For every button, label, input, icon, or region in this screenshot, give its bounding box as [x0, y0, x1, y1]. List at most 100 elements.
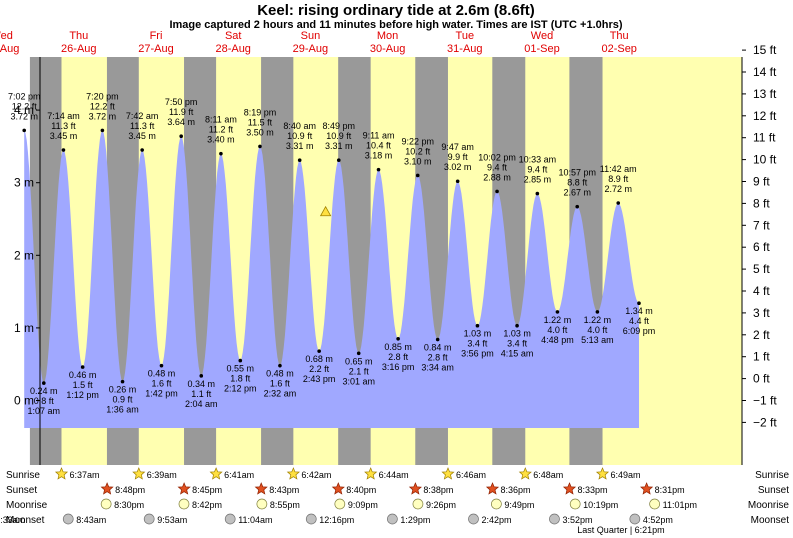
moonset-row-label-right: Moonset: [751, 515, 790, 526]
y-tick-label-ft: 15 ft: [753, 43, 777, 57]
day-name: Thu: [610, 30, 629, 42]
low-tide-label: 0.9 ft: [113, 395, 134, 405]
high-tide-label: 10.4 ft: [366, 141, 392, 151]
moonset-time: 2:42pm: [481, 515, 511, 525]
low-tide-label: 2:12 pm: [224, 384, 257, 394]
sunset-icon: [562, 482, 577, 495]
low-tide-label: 0.55 m: [227, 364, 255, 374]
moonset-icon: [224, 513, 236, 525]
low-tide-label: 4:15 am: [501, 349, 534, 359]
day-name: Wed: [0, 30, 13, 42]
high-tide-label: 3.10 m: [404, 156, 432, 166]
low-tide-label: 1.8 ft: [230, 374, 251, 384]
high-tide-point: [535, 191, 540, 196]
high-tide-label: 3.64 m: [167, 117, 195, 127]
y-tick-label-ft: 5 ft: [753, 262, 770, 276]
moonset-icon: [305, 513, 317, 525]
low-tide-label: 0.68 m: [305, 354, 333, 364]
moonrise-icon: [334, 498, 346, 510]
moonset-time: 3:52pm: [562, 515, 592, 525]
high-tide-point: [616, 201, 621, 205]
high-tide-point: [100, 128, 105, 133]
low-tide-label: 4.0 ft: [547, 325, 568, 335]
low-tide-label: 1.6 ft: [270, 379, 291, 389]
low-tide-label: 0.85 m: [384, 342, 412, 352]
low-tide-label: 1:42 pm: [145, 389, 178, 399]
y-tick-label-ft: 12 ft: [753, 109, 777, 123]
high-tide-label: 7:02 pm: [8, 91, 41, 101]
moonrise-icon: [178, 498, 190, 510]
y-tick-label-m: 0 m: [14, 394, 34, 408]
high-tide-label: 10:02 pm: [478, 152, 516, 162]
y-tick-label-ft: 9 ft: [753, 175, 770, 189]
high-tide-label: 3.50 m: [246, 127, 274, 137]
sunset-time: 8:48pm: [115, 485, 145, 495]
moonrise-row-label-right: Moonrise: [748, 500, 790, 511]
high-tide-point: [336, 158, 341, 162]
sunrise-time: 6:39am: [147, 470, 177, 480]
moonrise-icon: [491, 498, 502, 510]
sunset-icon: [640, 482, 654, 495]
y-tick-label-ft: 7 ft: [753, 218, 770, 232]
sunrise-row-label-right: Sunrise: [755, 470, 789, 481]
high-tide-label: 11.2 ft: [209, 125, 234, 135]
low-tide-label: 3.4 ft: [507, 339, 528, 349]
low-tide-label: 0.8 ft: [34, 396, 55, 406]
day-name: Thu: [69, 30, 88, 42]
low-tide-point: [637, 301, 641, 306]
low-tide-point: [120, 379, 125, 384]
low-tide-point: [199, 374, 204, 378]
y-tick-label-ft: 6 ft: [753, 240, 770, 254]
day-name: Mon: [377, 30, 398, 42]
low-tide-label: 3:16 pm: [382, 362, 415, 372]
low-tide-point: [238, 358, 243, 363]
low-tide-label: 2:43 pm: [303, 374, 336, 384]
high-tide-point: [376, 167, 381, 172]
high-tide-label: 11.9 ft: [169, 107, 194, 117]
chart-title: Keel: rising ordinary tide at 2.6m (8.6f…: [257, 2, 535, 19]
y-tick-label-ft: 4 ft: [753, 284, 770, 298]
low-tide-point: [435, 337, 440, 342]
y-tick-label-m: 4 m: [14, 103, 34, 117]
high-tide-label: 9:47 am: [441, 142, 474, 152]
sunset-icon: [177, 482, 191, 495]
high-tide-label: 2.67 m: [563, 188, 591, 198]
moonrise-time: 9:49pm: [504, 500, 534, 510]
astronomy-rows: Sunrise Sunrise Sunset Sunset Moonrise Moonri…: [0, 467, 790, 535]
high-tide-label: 3.45 m: [128, 131, 156, 141]
moonset-row-label: Moonset: [6, 515, 45, 526]
sunset-icon: [408, 482, 422, 495]
high-tide-label: 11:42 am: [600, 164, 637, 174]
low-tide-label: 2.8 ft: [428, 353, 449, 363]
low-tide-label: 4.0 ft: [587, 325, 608, 335]
sunrise-time: 6:44am: [379, 470, 409, 480]
sunset-time: 8:36pm: [500, 485, 530, 495]
y-tick-label-ft: 3 ft: [753, 306, 770, 320]
y-tick-label-ft: 8 ft: [753, 196, 770, 210]
high-tide-label: 3.18 m: [365, 151, 393, 161]
high-tide-label: 8.8 ft: [567, 178, 588, 188]
low-tide-label: 1.22 m: [544, 315, 572, 325]
high-tide-label: 10:33 am: [519, 155, 557, 165]
moonrise-time: 8:30pm: [114, 500, 144, 510]
high-tide-label: 10:57 pm: [558, 168, 596, 178]
high-tide-label: 7:20 pm: [86, 91, 119, 101]
high-tide-label: 2.72 m: [604, 184, 632, 194]
low-tide-point: [595, 310, 600, 314]
sunset-row-label: Sunset: [6, 485, 37, 496]
low-tide-point: [515, 323, 519, 328]
y-tick-label-m: 3 m: [14, 176, 34, 190]
moonset-icon: [468, 513, 479, 525]
y-tick-label-ft: 0 ft: [753, 372, 770, 386]
high-tide-label: 9.4 ft: [527, 165, 548, 175]
sunrise-icon: [286, 467, 300, 480]
moon-phase-label: Last Quarter | 6:21pm: [577, 525, 664, 535]
sunset-time: 8:33pm: [578, 485, 608, 495]
high-tide-point: [415, 173, 420, 178]
sunset-time: 8:43pm: [269, 485, 299, 495]
day-date: 29-Aug: [293, 43, 328, 55]
high-tide-label: 11.3 ft: [130, 121, 155, 131]
moonrise-icon: [256, 498, 268, 510]
